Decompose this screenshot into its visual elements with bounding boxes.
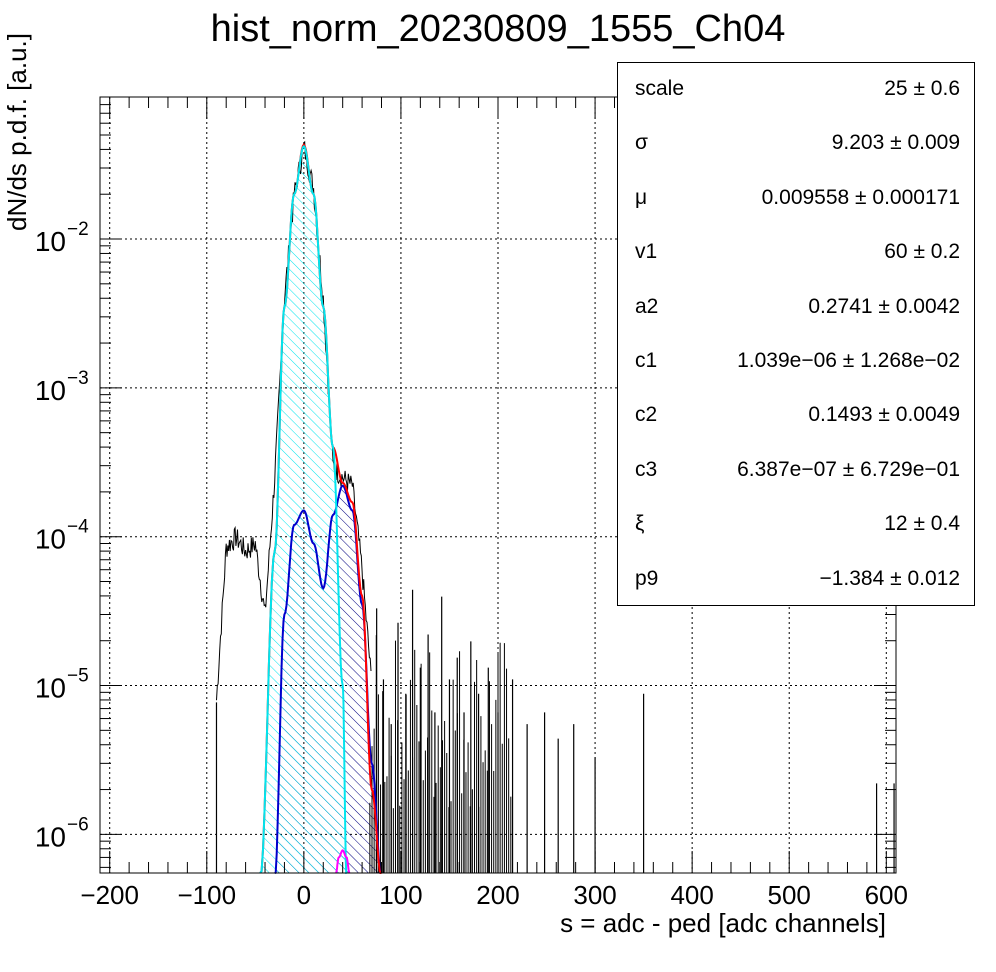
fit-parameter-value: −1.384 ± 0.012 — [819, 566, 960, 590]
y-tick-exponent: −3 — [67, 368, 89, 389]
fit-parameter-name: ξ — [635, 512, 645, 536]
fit-parameter-name: c1 — [635, 349, 658, 372]
plot-series — [215, 140, 895, 874]
fit-parameters-box: scale 25 ± 0.6 σ 9.203 ± 0.009 μ 0.009558 ± 0… — [617, 62, 975, 606]
y-axis-label: dN/ds p.d.f. [a.u.] — [2, 33, 32, 231]
y-tick-label: 10 — [35, 673, 66, 704]
x-axis-label: s = adc - ped [adc channels] — [560, 908, 886, 938]
fit-parameter-name: a2 — [635, 294, 659, 318]
x-tick-label: 100 — [379, 880, 422, 910]
fit-parameter-row: c1 1.039e−06 ± 1.268e−02 — [618, 335, 976, 389]
fit-parameter-row: p9 −1.384 ± 0.012 — [618, 553, 976, 607]
fit-parameter-value: 12 ± 0.4 — [884, 512, 960, 536]
fit-parameter-value: 0.2741 ± 0.0042 — [808, 294, 960, 318]
fit-parameter-value: 1.039e−06 ± 1.268e−02 — [737, 349, 960, 372]
fit-parameter-row: a2 0.2741 ± 0.0042 — [618, 281, 976, 335]
x-tick-label: 0 — [297, 880, 311, 910]
pedestal-component-curve — [259, 144, 348, 874]
chart-title: hist_norm_20230809_1555_Ch04 — [210, 8, 786, 50]
y-tick-label: 10 — [35, 821, 66, 852]
x-tick-label: 300 — [573, 880, 616, 910]
fit-parameter-row: ξ 12 ± 0.4 — [618, 498, 976, 552]
fit-parameter-value: 60 ± 0.2 — [884, 240, 960, 264]
x-tick-label: −200 — [80, 880, 139, 910]
fit-parameter-value: 25 ± 0.6 — [884, 77, 960, 100]
fit-parameter-row: c3 6.387e−07 ± 6.729e−01 — [618, 444, 976, 498]
fit-parameter-row: v1 60 ± 0.2 — [618, 226, 976, 280]
y-tick-label: 10 — [35, 375, 66, 406]
fit-parameter-value: 6.387e−07 ± 6.729e−01 — [737, 457, 960, 481]
fit-parameter-value: 0.009558 ± 0.000171 — [761, 185, 960, 209]
y-tick-label: 10 — [35, 226, 66, 257]
y-tick-exponent: −5 — [67, 666, 89, 687]
fit-parameter-row: σ 9.203 ± 0.009 — [618, 117, 976, 171]
y-tick-exponent: −6 — [67, 814, 89, 835]
fit-parameter-name: σ — [635, 131, 648, 155]
fit-parameter-row: scale 25 ± 0.6 — [618, 63, 976, 117]
fit-parameter-row: μ 0.009558 ± 0.000171 — [618, 172, 976, 226]
x-tick-label: 200 — [476, 880, 519, 910]
y-tick-exponent: −2 — [67, 219, 89, 240]
fit-parameter-name: p9 — [635, 566, 659, 590]
x-tick-label: 400 — [670, 880, 713, 910]
y-tick-label: 10 — [35, 524, 66, 555]
x-tick-label: 500 — [768, 880, 811, 910]
fit-parameter-value: 0.1493 ± 0.0049 — [808, 403, 960, 427]
y-tick-exponent: −4 — [67, 517, 89, 538]
x-tick-label: −100 — [177, 880, 236, 910]
fit-parameter-name: scale — [635, 77, 685, 100]
second-photoelectron-component-curve — [335, 849, 351, 874]
fit-parameter-name: c2 — [635, 403, 658, 427]
fit-parameter-name: v1 — [635, 240, 658, 264]
fit-parameter-name: μ — [635, 185, 648, 209]
x-tick-label: 600 — [865, 880, 908, 910]
fit-parameter-name: c3 — [635, 457, 658, 481]
fit-parameter-row: c2 0.1493 ± 0.0049 — [618, 389, 976, 443]
fit-parameter-value: 9.203 ± 0.009 — [831, 131, 960, 155]
